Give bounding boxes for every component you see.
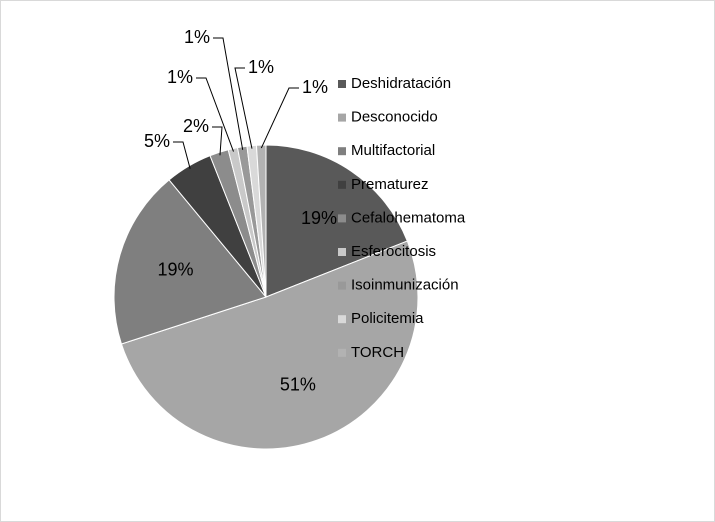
legend-swatch xyxy=(338,348,346,357)
legend-label: Desconocido xyxy=(351,109,438,126)
data-label: 1% xyxy=(167,67,193,87)
legend-swatch xyxy=(338,147,346,156)
pie-slice xyxy=(255,144,267,298)
data-label: 19% xyxy=(301,208,337,228)
leader-line xyxy=(260,87,299,149)
legend-swatch xyxy=(338,248,346,256)
legend-label: TORCH xyxy=(351,344,404,361)
legend-swatch xyxy=(338,315,346,324)
leader-line xyxy=(234,67,253,149)
leader-line xyxy=(173,141,191,169)
data-label: 19% xyxy=(157,259,193,279)
leader-line xyxy=(196,77,234,152)
pie-slice xyxy=(265,144,408,298)
data-label: 1% xyxy=(302,77,328,97)
data-label: 5% xyxy=(144,131,170,151)
data-label: 1% xyxy=(184,27,210,47)
legend-swatch xyxy=(338,113,346,122)
legend-swatch xyxy=(338,80,346,88)
legend-label: Cefalohematoma xyxy=(351,209,466,226)
legend-swatch xyxy=(338,180,346,189)
leader-line xyxy=(213,37,244,150)
leader-line xyxy=(212,126,223,156)
pie-slice xyxy=(113,179,267,345)
data-label: 2% xyxy=(183,116,209,136)
legend-swatch xyxy=(338,214,346,223)
data-label: 51% xyxy=(280,374,316,394)
legend-label: Policitemia xyxy=(351,310,424,327)
legend-label: Isoinmunización xyxy=(351,277,459,294)
legend-label: Esferocitosis xyxy=(351,243,436,260)
legend-label: Deshidratación xyxy=(351,75,451,92)
legend-swatch xyxy=(338,281,346,290)
legend-label: Prematurez xyxy=(351,176,429,193)
data-label: 1% xyxy=(248,57,274,77)
legend-label: Multifactorial xyxy=(351,142,435,159)
pie-slice xyxy=(120,240,419,450)
